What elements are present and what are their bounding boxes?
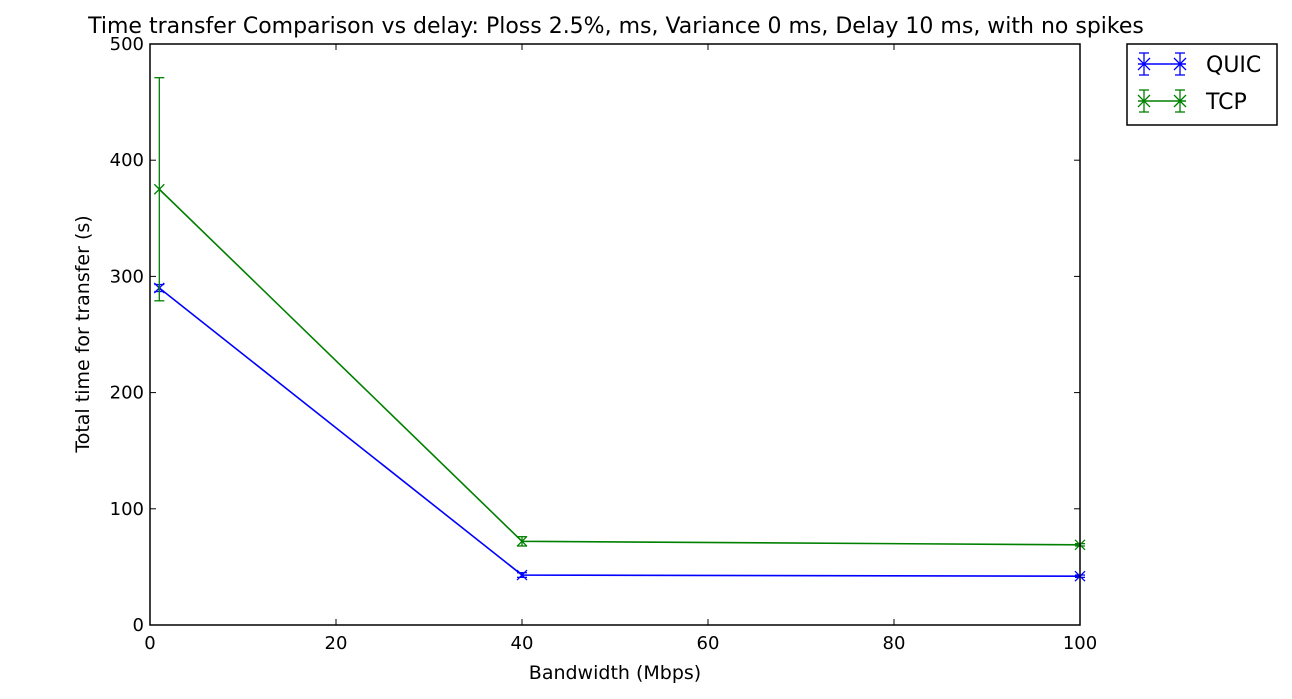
- legend-marker: [1173, 94, 1187, 108]
- legend-box: [1126, 43, 1278, 126]
- legend: QUIC TCP: [1126, 43, 1278, 126]
- data-point: [516, 569, 528, 581]
- series-quic: [153, 282, 1086, 582]
- legend-entry-quic: QUIC: [1137, 52, 1261, 78]
- legend-entry-tcp: TCP: [1137, 89, 1247, 115]
- series-line: [158, 287, 1081, 578]
- x-tick-label: 20: [325, 633, 348, 654]
- x-axis-label: Bandwidth (Mbps): [529, 662, 701, 684]
- x-tick-label: 100: [1063, 633, 1097, 654]
- x-tick-label: 40: [511, 633, 534, 654]
- data-point: [516, 535, 528, 547]
- axis-ticks: 0 20 40 60 80 100 0 100 200 300 400 500: [110, 34, 1098, 654]
- legend-label: TCP: [1205, 90, 1247, 115]
- y-tick-label: 0: [133, 615, 144, 636]
- data-point: [153, 183, 165, 195]
- y-tick-label: 300: [110, 266, 144, 287]
- x-tick-label: 80: [883, 633, 906, 654]
- legend-marker: [1137, 94, 1151, 108]
- x-tick-label: 60: [697, 633, 720, 654]
- y-tick-label: 100: [110, 499, 144, 520]
- y-tick-label: 400: [110, 150, 144, 171]
- series-tcp: [153, 77, 1086, 551]
- x-tick-label: 0: [144, 633, 155, 654]
- legend-marker: [1173, 57, 1187, 71]
- y-tick-label: 500: [110, 34, 144, 55]
- y-tick-label: 200: [110, 383, 144, 404]
- plot-area: [153, 77, 1086, 582]
- y-axis-label: Total time for transfer (s): [72, 215, 94, 453]
- legend-label: QUIC: [1206, 53, 1261, 78]
- series-line: [158, 188, 1081, 546]
- legend-marker: [1137, 57, 1151, 71]
- chart-title: Time transfer Comparison vs delay: Ploss…: [87, 14, 1144, 39]
- plot-frame: [149, 43, 1081, 626]
